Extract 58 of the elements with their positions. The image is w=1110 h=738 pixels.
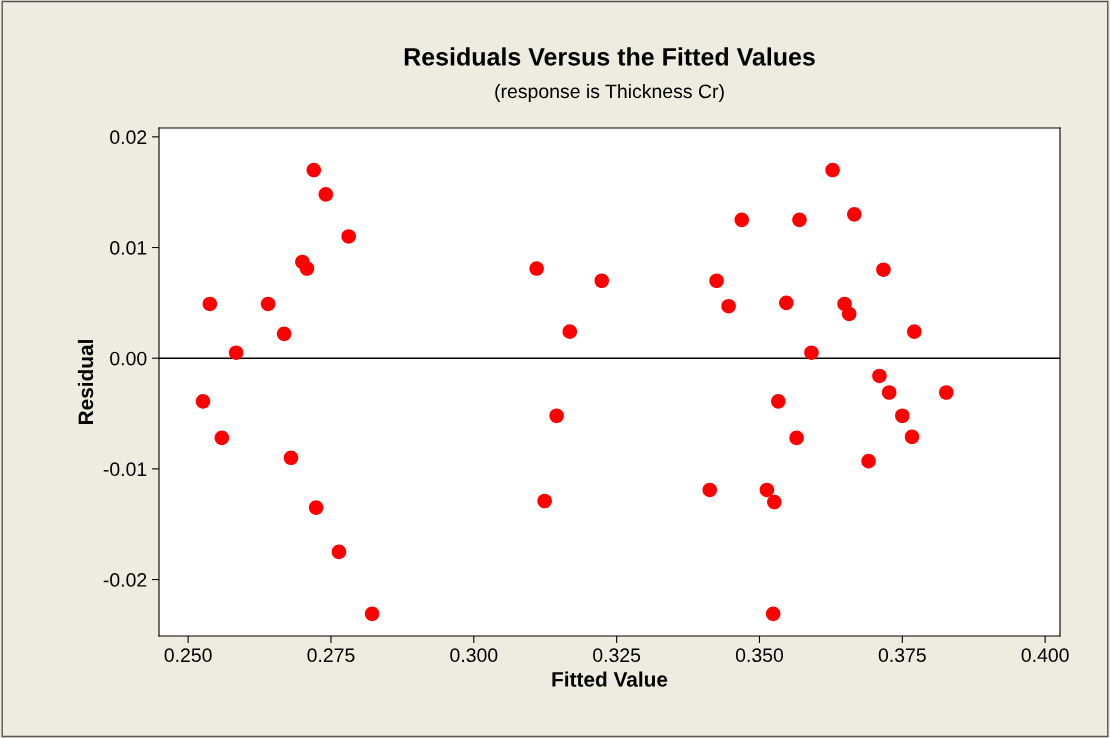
point xyxy=(594,273,610,289)
point xyxy=(299,261,315,276)
point xyxy=(306,162,322,178)
point xyxy=(759,482,775,498)
x-tick-label: 0.325 xyxy=(593,648,641,663)
point xyxy=(549,408,564,424)
point xyxy=(895,408,910,424)
chart-title: Residuals Versus the Fitted Values xyxy=(404,47,815,66)
y-tick-label: 0.00 xyxy=(110,351,147,366)
y-tick-label: -0.02 xyxy=(103,573,147,587)
point xyxy=(260,296,276,312)
point xyxy=(841,306,857,322)
point xyxy=(331,544,347,560)
point xyxy=(562,324,578,339)
x-axis-title: Fitted Value xyxy=(552,671,668,687)
y-axis-title: Residual xyxy=(77,340,94,425)
point xyxy=(214,430,230,446)
point xyxy=(789,430,804,446)
point xyxy=(709,273,724,289)
point xyxy=(939,385,954,400)
point xyxy=(872,368,887,384)
point xyxy=(904,429,920,445)
point xyxy=(318,187,334,202)
point xyxy=(847,207,862,222)
chart-subtitle: (response is Thickness Cr) xyxy=(495,83,724,103)
point xyxy=(825,162,840,178)
point xyxy=(767,494,782,510)
x-tick-label: 0.375 xyxy=(878,648,926,663)
point xyxy=(721,298,736,314)
point xyxy=(308,500,324,515)
point xyxy=(792,212,807,228)
point xyxy=(529,261,544,276)
y-tick-label: -0.01 xyxy=(103,462,147,477)
x-tick-label: 0.275 xyxy=(307,648,355,663)
point xyxy=(341,229,356,244)
point xyxy=(861,453,876,469)
point xyxy=(537,493,552,509)
y-tick-label: 0.02 xyxy=(110,130,147,145)
point xyxy=(276,326,292,342)
point xyxy=(195,394,211,409)
point xyxy=(907,324,922,339)
x-tick-label: 0.350 xyxy=(735,648,784,663)
point xyxy=(228,345,244,360)
point xyxy=(876,262,891,277)
point xyxy=(771,394,786,409)
point xyxy=(202,296,218,312)
point xyxy=(779,295,794,311)
point xyxy=(283,450,299,466)
x-tick-label: 0.300 xyxy=(450,648,498,663)
point xyxy=(804,345,819,360)
x-tick-label: 0.250 xyxy=(164,648,212,663)
y-tick-label: 0.01 xyxy=(110,241,147,255)
point xyxy=(702,482,718,498)
point xyxy=(734,212,750,228)
point xyxy=(765,606,781,622)
x-tick-label: 0.400 xyxy=(1021,648,1069,663)
point xyxy=(364,606,380,622)
point xyxy=(881,385,897,400)
